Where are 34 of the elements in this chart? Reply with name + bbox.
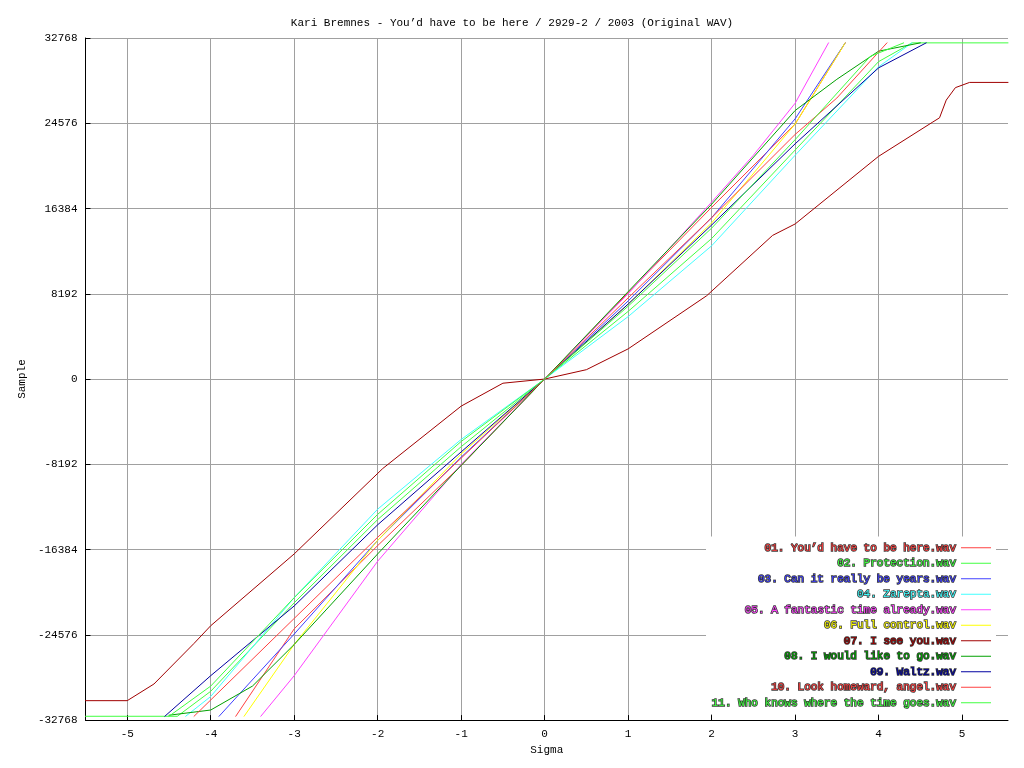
x-tick-label: 2 xyxy=(708,727,715,740)
x-tick-label: -5 xyxy=(120,727,134,740)
y-tick-label: 32768 xyxy=(44,32,78,44)
y-tick-label: 8192 xyxy=(51,287,78,300)
x-tick-label: -1 xyxy=(454,727,469,740)
legend-label: 07. I see you.wav xyxy=(843,634,957,647)
y-tick-label: -16384 xyxy=(37,543,78,556)
y-tick-label: 0 xyxy=(70,373,78,386)
legend-label: 03. Can it really be years.wav xyxy=(757,572,957,585)
x-tick-label: -3 xyxy=(287,727,301,740)
legend-label: 09. Waltz.wav xyxy=(870,665,957,678)
x-tick-label: 0 xyxy=(541,727,548,740)
legend-label: 01. You’d have to be here.wav xyxy=(764,541,957,554)
y-tick-label: 16384 xyxy=(44,202,78,215)
y-axis-title: Sample xyxy=(15,359,28,399)
legend-label: 11. Who knows where the time goes.wav xyxy=(711,696,957,709)
y-tick-label: -8192 xyxy=(44,458,78,471)
legend-label: 08. I would like to go.wav xyxy=(784,650,957,663)
x-axis-title: Sigma xyxy=(530,743,564,756)
x-tick-label: 4 xyxy=(875,727,883,740)
x-tick-label: 5 xyxy=(958,727,966,740)
legend-label: 02. Protection.wav xyxy=(837,557,957,570)
x-tick-label: 3 xyxy=(791,727,799,740)
legend-label: 04. Zarepta.wav xyxy=(856,588,957,601)
y-tick-label: -32768 xyxy=(37,714,78,727)
chart-title: Kari Bremnes - You’d have to be here / 2929-2 / 2003 (Original WAV) xyxy=(290,16,734,29)
x-tick-label: 1 xyxy=(624,727,632,740)
legend-label: 06. Full control.wav xyxy=(823,619,957,632)
x-tick-label: -4 xyxy=(204,727,218,740)
legend-label: 05. A fantastic time already.wav xyxy=(744,603,957,616)
legend-label: 10. Look homeward, angel.wav xyxy=(771,681,957,694)
y-tick-label: 24576 xyxy=(44,117,78,130)
x-tick-label: -2 xyxy=(371,727,385,740)
y-tick-label: -24576 xyxy=(37,628,78,641)
